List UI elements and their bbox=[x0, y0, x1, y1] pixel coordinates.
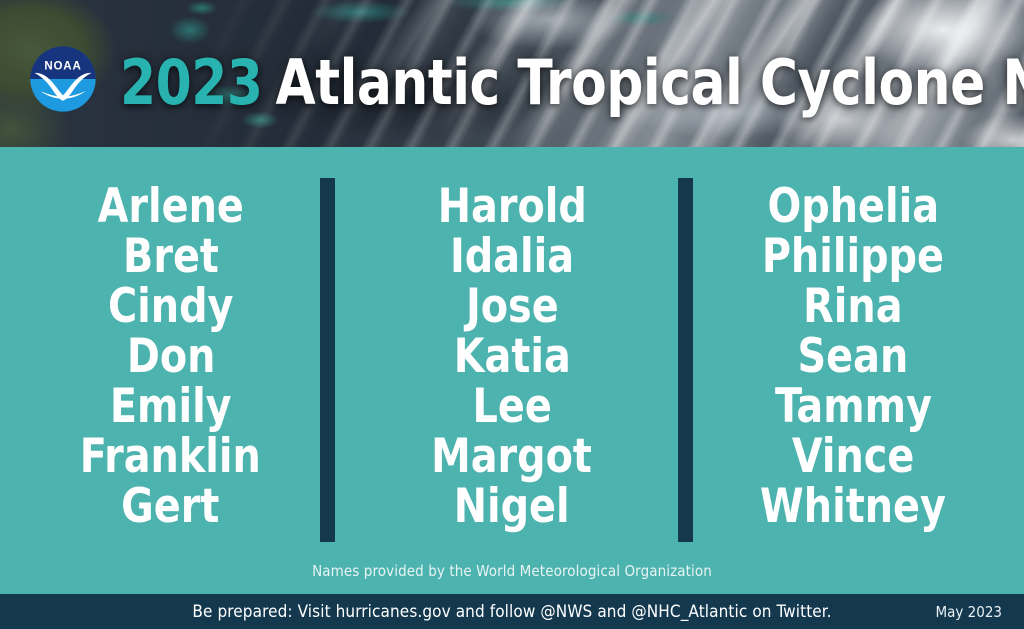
name-item: Sean bbox=[797, 329, 909, 384]
name-item: Vince bbox=[792, 429, 915, 484]
header-banner: NOAA 2023 Atlantic Tropical Cyclone Name… bbox=[0, 0, 1024, 147]
name-item: Don bbox=[126, 329, 215, 384]
names-column-2: Harold Idalia Jose Katia Lee Margot Nige… bbox=[341, 147, 682, 532]
name-item: Emily bbox=[109, 379, 232, 434]
noaa-logo-text: NOAA bbox=[44, 60, 81, 72]
name-item: Rina bbox=[803, 279, 903, 334]
name-item: Ophelia bbox=[767, 179, 940, 234]
name-item: Katia bbox=[453, 329, 571, 384]
footer-bar: Be prepared: Visit hurricanes.gov and fo… bbox=[0, 594, 1024, 629]
name-item: Lee bbox=[472, 379, 552, 434]
title-year: 2023 bbox=[120, 45, 263, 119]
name-item: Idalia bbox=[449, 229, 575, 284]
name-item: Whitney bbox=[760, 479, 947, 534]
name-item: Bret bbox=[122, 229, 219, 284]
column-divider-1 bbox=[320, 178, 335, 542]
name-item: Arlene bbox=[97, 179, 244, 234]
page-title: 2023 Atlantic Tropical Cyclone Names bbox=[120, 44, 1024, 120]
name-item: Harold bbox=[437, 179, 587, 234]
names-column-3: Ophelia Philippe Rina Sean Tammy Vince W… bbox=[683, 147, 1024, 532]
noaa-logo-icon: NOAA bbox=[30, 46, 96, 112]
name-item: Margot bbox=[431, 429, 593, 484]
names-column-1: Arlene Bret Cindy Don Emily Franklin Ger… bbox=[0, 147, 341, 532]
title-text: Atlantic Tropical Cyclone Names bbox=[275, 45, 1024, 119]
satellite-bright-clouds-2 bbox=[430, 0, 850, 147]
names-credit: Names provided by the World Meteorologic… bbox=[312, 562, 712, 580]
names-columns: Arlene Bret Cindy Don Emily Franklin Ger… bbox=[0, 147, 1024, 542]
name-item: Franklin bbox=[80, 429, 262, 484]
name-item: Tammy bbox=[774, 379, 932, 434]
column-divider-2 bbox=[678, 178, 693, 542]
name-item: Philippe bbox=[762, 229, 945, 284]
names-panel: Arlene Bret Cindy Don Emily Franklin Ger… bbox=[0, 147, 1024, 594]
footer-date: May 2023 bbox=[935, 602, 1002, 621]
name-item: Gert bbox=[121, 479, 220, 534]
name-item: Cindy bbox=[107, 279, 234, 334]
footer-message: Be prepared: Visit hurricanes.gov and fo… bbox=[192, 601, 832, 622]
name-item: Nigel bbox=[454, 479, 570, 534]
name-item: Jose bbox=[465, 279, 559, 334]
